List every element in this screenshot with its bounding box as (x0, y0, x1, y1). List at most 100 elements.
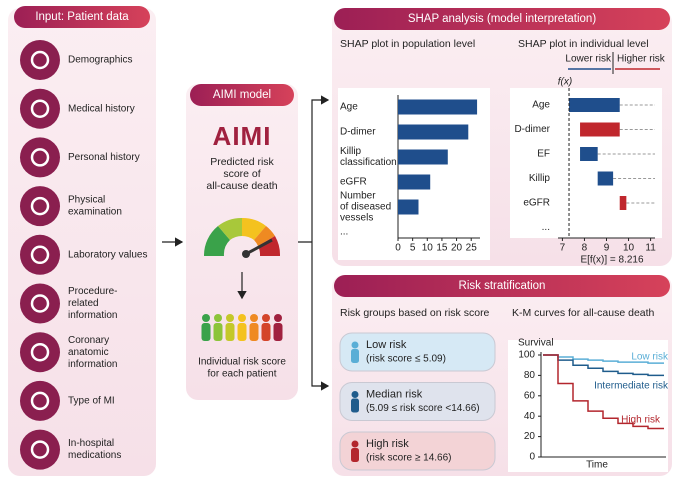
item-icon (20, 380, 60, 421)
item-icon (20, 88, 60, 129)
chart-title: K-M curves for all-cause death (512, 307, 655, 319)
item-icon (20, 283, 60, 324)
item-label: Physical (68, 195, 105, 206)
x-tick-label: 8 (582, 243, 588, 254)
bar (597, 171, 614, 186)
category-label: Killip (529, 173, 551, 184)
item-icon (20, 137, 60, 178)
group-name: Low risk (366, 339, 407, 351)
bar (580, 147, 598, 161)
item-icon-glyph (30, 294, 50, 313)
risk-group-box (339, 332, 496, 372)
person-icon (201, 323, 211, 341)
expected-label: E[f(x)] = 8.216 (580, 255, 644, 266)
risk-text: score of (223, 168, 260, 180)
x-tick-label: 20 (451, 243, 463, 254)
connector (298, 99, 327, 387)
individual-text: for each patient (208, 369, 277, 380)
risk-text: Predicted risk (210, 156, 274, 168)
curve-label: High risk (621, 415, 661, 426)
person-icon (273, 323, 283, 341)
risk-group-box (339, 431, 496, 471)
item-label: examination (68, 207, 122, 218)
bar (398, 149, 448, 165)
y-tick-label: 40 (524, 411, 536, 422)
group-name: High risk (366, 438, 409, 450)
item-label: Laboratory values (68, 249, 148, 260)
chart-title: SHAP plot in population level (340, 38, 475, 50)
bar (619, 196, 627, 210)
category-label: D-dimer (340, 127, 376, 138)
fx-label: f(x) (558, 77, 572, 88)
person-icon (249, 323, 259, 341)
category-label: Age (532, 100, 550, 111)
item-label: related (68, 298, 99, 309)
item-label: Personal history (68, 152, 140, 163)
item-label: Type of MI (68, 396, 115, 407)
person-icon (261, 323, 271, 341)
chart-title: SHAP plot in individual level (518, 38, 649, 50)
person-icon (351, 440, 359, 448)
x-tick-label: 10 (623, 243, 635, 254)
person-icon (213, 323, 223, 341)
x-tick-label: 11 (645, 243, 656, 254)
person-icon (351, 398, 359, 413)
logo: AIMI (213, 121, 272, 151)
x-tick-label: 0 (395, 243, 401, 254)
x-tick-label: 7 (560, 243, 566, 254)
category-label: Number (340, 191, 376, 202)
bar (580, 122, 620, 137)
item-icon-glyph (30, 440, 50, 459)
person-icon (274, 314, 282, 322)
category-label: of diseased (340, 202, 391, 213)
person-icon (238, 314, 246, 322)
person-icon (226, 314, 234, 322)
item-label: Coronary (68, 335, 109, 346)
model-title: AIMI model (213, 89, 271, 101)
category-label: ... (340, 227, 348, 238)
item-icon-glyph (30, 245, 50, 265)
item-icon-glyph (30, 148, 50, 167)
header-bar (190, 84, 294, 106)
person-icon (262, 314, 270, 322)
category-label: eGFR (523, 198, 550, 209)
km-curve (543, 354, 664, 377)
item-label: information (68, 310, 117, 321)
y-tick-label: 100 (518, 350, 535, 361)
item-label: anatomic (68, 347, 109, 358)
x-axis-label: Time (586, 460, 608, 471)
group-rule: (risk score ≥ 14.66) (366, 453, 452, 464)
input-title: Input: Patient data (35, 11, 129, 23)
y-tick-label: 80 (524, 370, 536, 381)
item-icon (20, 234, 60, 275)
bar (398, 124, 469, 140)
person-icon (351, 349, 359, 363)
plot-area (510, 88, 662, 238)
person-icon (225, 323, 235, 341)
header-bar (334, 8, 670, 30)
category-label: ... (542, 222, 550, 233)
legend-higher: Higher risk (617, 54, 666, 65)
category-label: vessels (340, 213, 373, 224)
risk-group-box (339, 382, 496, 421)
person-icon (214, 314, 222, 322)
km-curve (543, 354, 664, 430)
person-icon (202, 314, 210, 322)
person-icon (351, 341, 359, 349)
item-icon-glyph (30, 342, 50, 362)
risk-title: Risk stratification (459, 280, 546, 292)
x-tick-label: 5 (410, 243, 416, 254)
category-label: eGFR (340, 177, 367, 188)
x-tick-label: 9 (604, 243, 610, 254)
x-tick-label: 10 (422, 243, 434, 254)
legend-lower: Lower risk (565, 54, 612, 65)
groups-title: Risk groups based on risk score (340, 307, 490, 319)
bar (398, 99, 478, 115)
km-curve (543, 354, 664, 364)
individual-text: Individual risk score (198, 357, 286, 368)
x-tick-label: 15 (436, 243, 448, 254)
header-bar (334, 275, 670, 297)
item-icon-glyph (30, 196, 50, 216)
group-name: Median risk (366, 388, 423, 400)
shap-title: SHAP analysis (model interpretation) (408, 13, 597, 25)
